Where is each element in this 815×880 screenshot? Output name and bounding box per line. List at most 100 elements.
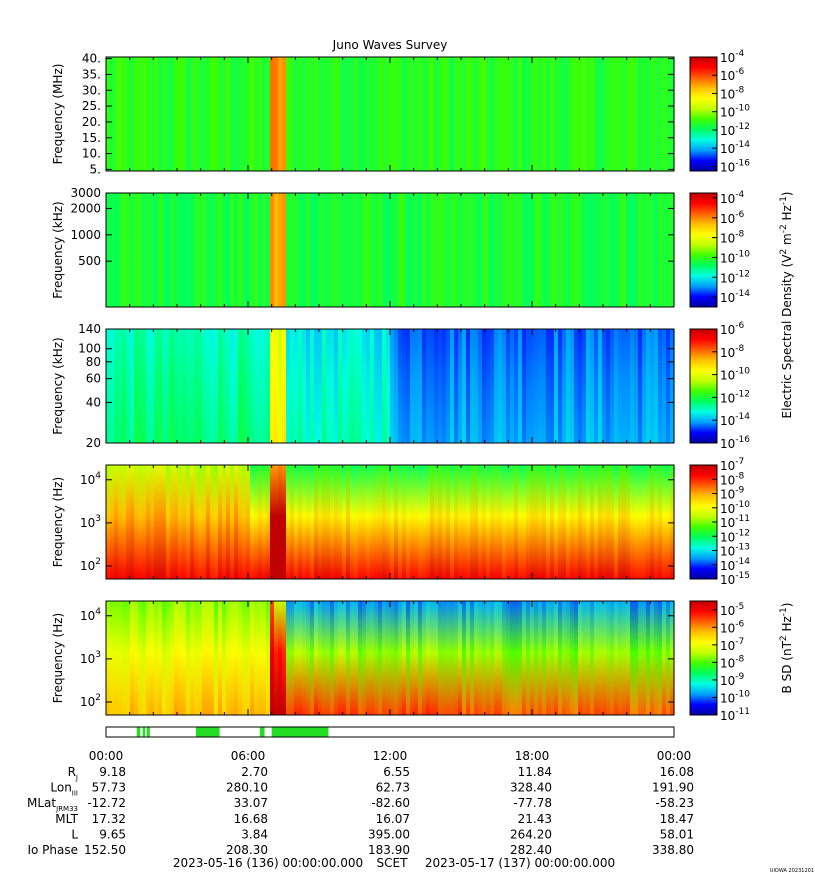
ephemeris-value: 62.73 [376, 781, 410, 795]
ylabel-1: Frequency (MHz) [51, 64, 65, 165]
ephemeris-value: 16.07 [376, 812, 410, 826]
ytick-label: 102 [80, 693, 101, 709]
ephemeris-value: 18.47 [660, 812, 694, 826]
ytick-label: 100 [78, 342, 101, 356]
ephemeris-label: MLatJRM33 [27, 796, 78, 813]
ephemeris-value: 58.01 [660, 827, 694, 841]
colorbar-tick: 10-16 [720, 435, 750, 451]
colorbar-tick: 10-13 [720, 543, 750, 559]
ephemeris-label: RJ [68, 765, 78, 782]
ephemeris-value: 21.43 [518, 812, 552, 826]
colorbar-tick: 10-12 [720, 122, 750, 138]
ytick-label: 40 [86, 395, 101, 409]
colorbar-tick: 10-9 [720, 672, 745, 688]
ytick-label: 103 [80, 650, 101, 666]
time-tick-label: 12:00 [373, 749, 408, 763]
ytick-label: 104 [80, 471, 101, 487]
mode-segment [259, 727, 265, 737]
ephemeris-value: 395.00 [368, 827, 410, 841]
colorbar-tick: 10-8 [720, 344, 745, 360]
colorbar-tick: 10-14 [720, 412, 750, 428]
ephemeris-value: 208.30 [226, 843, 268, 857]
spectrogram-1 [106, 57, 675, 171]
ytick-label: 30. [82, 83, 101, 97]
colorbar-tick: 10-9 [720, 486, 745, 502]
colorbar-tick: 10-8 [720, 471, 745, 487]
footer-end: 2023-05-17 (137) 00:00:00.000 [425, 856, 615, 870]
ephemeris-label: MLT [55, 812, 78, 826]
colorbar-tick: 10-14 [720, 557, 750, 573]
colorbar-4: 10-710-810-910-1010-1110-1210-1310-1410-… [689, 457, 750, 587]
ephemeris-value: -77.78 [513, 796, 552, 810]
mode-segment [146, 727, 150, 737]
colorbar-tick: 10-12 [720, 269, 750, 285]
colorbar-3: 10-6 10-8 10-10 10-12 10-14 10-16 [689, 321, 750, 451]
ytick-label: 25. [82, 99, 101, 113]
colorbar-tick: 10-6 [720, 67, 745, 83]
panel-1: 5.10. 15. 20. 25. 30. 35.40. Frequency (MHz) 10… [51, 49, 750, 176]
colorbar-tick: 10-12 [720, 528, 750, 544]
colorbar-tick: 10-11 [720, 707, 750, 723]
colorbar-tick: 10-7 [720, 457, 744, 473]
credit-text: UIOWA 20231201 [770, 868, 814, 874]
ephemeris-value: 9.18 [99, 765, 126, 779]
colorbar-tick: 10-4 [720, 190, 745, 206]
colorbar-tick: 10-12 [720, 389, 750, 405]
colorbar-tick: 10-10 [720, 689, 750, 705]
time-tick-label: 00:00 [89, 749, 124, 763]
ephemeris-label: Io Phase [27, 843, 78, 857]
ephemeris-value: 338.80 [652, 843, 694, 857]
ephemeris-value: 328.40 [510, 781, 552, 795]
colorbar-tick: 10-7 [720, 637, 744, 653]
ephemeris-value: 280.10 [226, 781, 268, 795]
colorbar-tick: 10-5 [720, 602, 744, 618]
colorbar-tick: 10-14 [720, 140, 750, 156]
colorbar-5: 10-510-6 10-710-8 10-910-10 10-11 [689, 600, 750, 723]
ylabel-4: Frequency (Hz) [51, 477, 65, 568]
ytick-label: 10. [82, 147, 101, 161]
colorbar-tick: 10-8 [720, 85, 745, 101]
colorbar-tick: 10-6 [720, 619, 745, 635]
colorbar-tick: 10-15 [720, 571, 750, 587]
colorbar-tick: 10-16 [720, 158, 750, 174]
electric-colorbar-label: Electric Spectral Density (V2 m-2 Hz-1) [779, 191, 794, 418]
colorbar-tick: 10-14 [720, 289, 750, 305]
ytick-label: 5. [90, 162, 101, 176]
ytick-label: 20. [82, 115, 101, 129]
ephemeris-label: LonIII [50, 781, 78, 798]
colorbar-tick: 10-11 [720, 514, 750, 530]
colorbar-tick: 10-6 [720, 210, 745, 226]
ytick-label: 140 [78, 322, 101, 336]
ephemeris-value: 152.50 [84, 843, 126, 857]
chart-title: Juno Waves Survey [332, 38, 448, 52]
ytick-label: 40. [82, 52, 101, 66]
ylabel-5: Frequency (Hz) [51, 613, 65, 704]
spectrogram-4 [106, 465, 675, 579]
ephemeris-value: 191.90 [652, 781, 694, 795]
ephemeris-value: 183.90 [368, 843, 410, 857]
ytick-label: 104 [80, 607, 101, 623]
ephemeris-value: 3.84 [241, 827, 268, 841]
ylabel-3: Frequency (kHz) [51, 337, 65, 434]
ephemeris-value: -12.72 [87, 796, 126, 810]
ephemeris-value: -82.60 [371, 796, 410, 810]
mode-segment [136, 727, 141, 737]
ephemeris-value: 9.65 [99, 827, 126, 841]
colorbar-tick: 10-10 [720, 500, 750, 516]
ephemeris-value: 264.20 [510, 827, 552, 841]
ytick-label: 35. [82, 67, 101, 81]
ephemeris-value: 16.68 [234, 812, 268, 826]
ephemeris-value: 16.08 [660, 765, 694, 779]
mode-bar [105, 726, 675, 738]
colorbar-tick: 10-6 [720, 321, 745, 337]
ylabel-2: Frequency (kHz) [51, 201, 65, 298]
panel-4: 104 103 102 Frequency (Hz) 10-710-810-910-10… [51, 457, 750, 587]
ephemeris-value: 6.55 [383, 765, 410, 779]
ytick-label: 102 [80, 557, 101, 573]
mode-segment [142, 727, 146, 737]
ephemeris-value: 57.73 [92, 781, 126, 795]
ephemeris-value: -58.23 [655, 796, 694, 810]
